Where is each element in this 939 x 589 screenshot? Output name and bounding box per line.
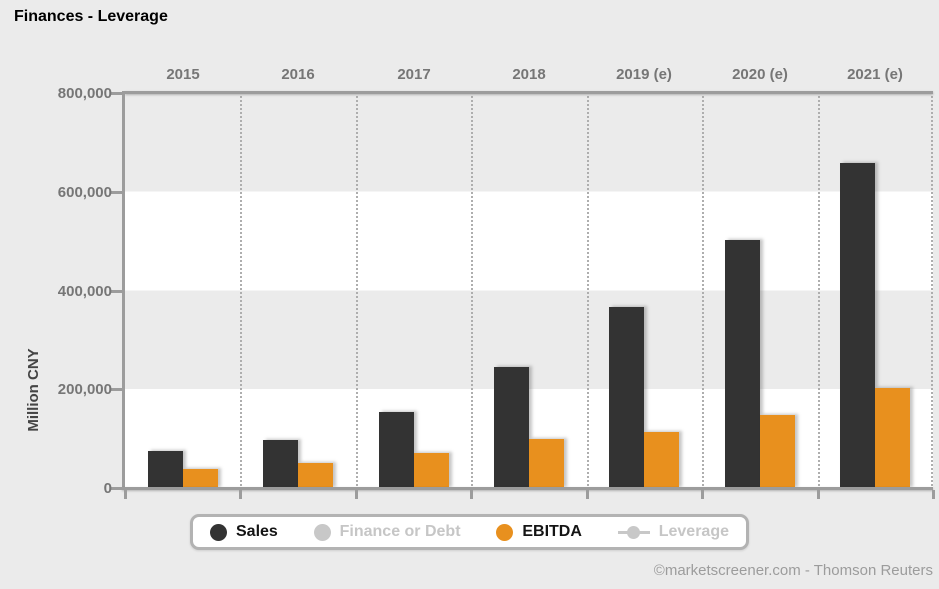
plot-area: Million CNY 800,000 600,000 400,000 200,000… <box>25 66 935 499</box>
chart-legend: Sales Finance or Debt EBITDA Leverage <box>190 514 749 550</box>
legend-label: Finance or Debt <box>339 523 461 540</box>
x-axis-tick <box>124 490 127 499</box>
legend-label: Sales <box>236 523 278 540</box>
legend-item-sales[interactable]: Sales <box>210 523 278 541</box>
sales-bar-2020[interactable] <box>725 240 760 488</box>
x-axis-category-label: 2017 <box>397 66 431 83</box>
column-separator-line <box>931 96 933 486</box>
ebitda-bar-2018[interactable] <box>529 439 564 488</box>
sales-bar-2018[interactable] <box>494 367 529 488</box>
x-axis-category-label: 2020 (e) <box>732 66 788 83</box>
y-axis-tick <box>110 388 122 391</box>
x-axis-category-label: 2016 <box>281 66 315 83</box>
chart-title: Finances - Leverage <box>14 8 168 25</box>
x-axis-tick <box>239 490 242 499</box>
ebitda-bar-2021[interactable] <box>875 388 910 488</box>
sales-bar-2021[interactable] <box>840 163 875 488</box>
y-axis-tick <box>110 487 122 490</box>
legend-item-ebitda[interactable]: EBITDA <box>496 523 582 541</box>
ebitda-bar-2015[interactable] <box>183 469 218 488</box>
y-axis-tick <box>110 290 122 293</box>
column-separator-line <box>702 96 704 486</box>
x-axis-line <box>122 487 933 490</box>
sales-bar-2015[interactable] <box>148 451 183 488</box>
x-axis-category-label: 2021 (e) <box>847 66 903 83</box>
column-separator-line <box>240 96 242 486</box>
x-axis-category-label: 2019 (e) <box>616 66 672 83</box>
legend-label: EBITDA <box>522 523 582 540</box>
y-axis-tick-label: 600,000 <box>57 184 112 201</box>
y-axis-tick-label: 0 <box>103 480 112 497</box>
column-separator-line <box>587 96 589 486</box>
leverage-line-marker-icon <box>617 524 650 541</box>
y-axis-line <box>122 91 125 490</box>
x-axis-tick <box>701 490 704 499</box>
legend-item-leverage[interactable]: Leverage <box>617 523 729 541</box>
ebitda-bar-2016[interactable] <box>298 463 333 488</box>
plot-top-border <box>125 91 933 94</box>
ebitda-bar-2017[interactable] <box>414 453 449 488</box>
x-axis-category-label: 2018 <box>512 66 546 83</box>
sales-bar-2016[interactable] <box>263 440 298 488</box>
legend-label: Leverage <box>658 523 729 540</box>
column-separator-line <box>471 96 473 486</box>
legend-item-finance-or-debt[interactable]: Finance or Debt <box>313 523 461 541</box>
y-axis-tick-label: 200,000 <box>57 381 112 398</box>
ebitda-dot-icon <box>496 523 514 541</box>
finance-or-debt-dot-icon <box>313 523 331 541</box>
column-separator-line <box>356 96 358 486</box>
x-axis-tick <box>355 490 358 499</box>
column-separator-line <box>818 96 820 486</box>
copyright-attribution: ©marketscreener.com - Thomson Reuters <box>653 562 933 579</box>
sales-bar-2019[interactable] <box>609 307 644 488</box>
ebitda-bar-2020[interactable] <box>760 415 795 488</box>
y-axis-tick <box>110 191 122 194</box>
x-axis-category-label: 2015 <box>166 66 200 83</box>
y-axis-tick-label: 400,000 <box>57 283 112 300</box>
y-axis-tick-label: 800,000 <box>57 85 112 102</box>
x-axis-tick <box>932 490 935 499</box>
sales-dot-icon <box>210 523 227 541</box>
y-axis-tick <box>110 92 122 95</box>
x-axis-tick <box>817 490 820 499</box>
x-axis-tick <box>470 490 473 499</box>
x-axis-tick <box>586 490 589 499</box>
ebitda-bar-2019[interactable] <box>644 432 679 488</box>
sales-bar-2017[interactable] <box>379 412 414 488</box>
